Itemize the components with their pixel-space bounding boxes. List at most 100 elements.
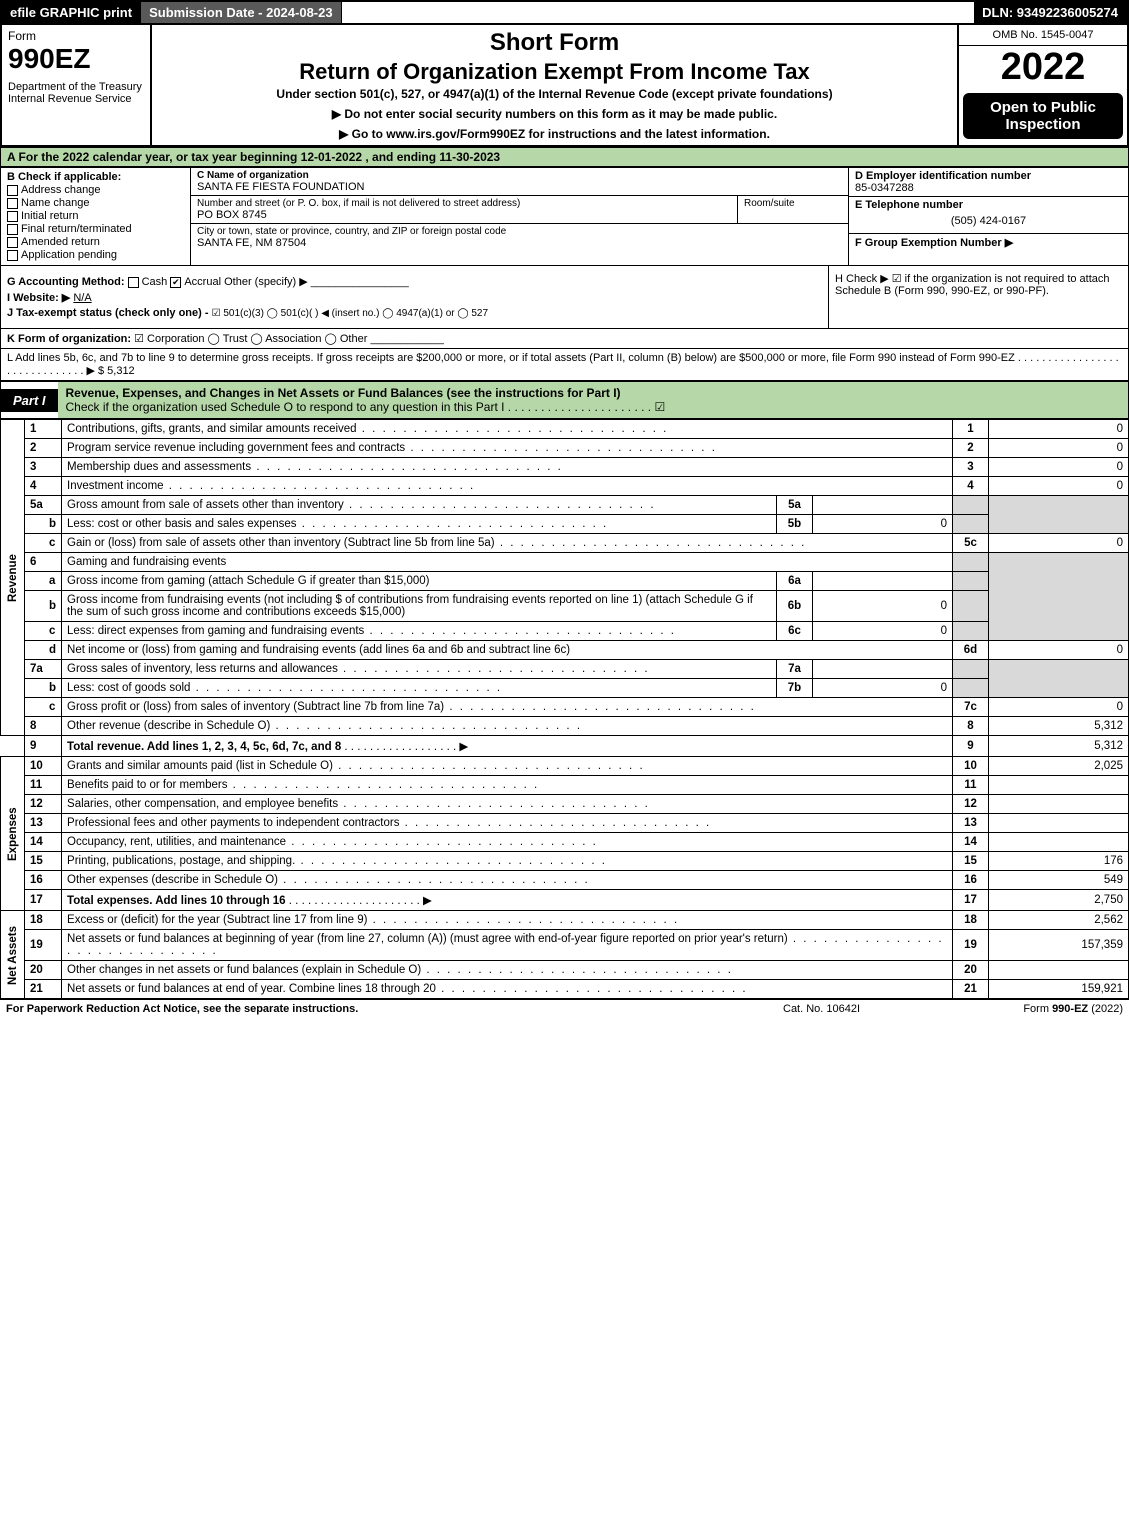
org-name-label: C Name of organization: [197, 170, 842, 181]
line-8-num: 8: [25, 717, 62, 736]
chk-initial-return-label: Initial return: [21, 210, 78, 222]
line-13-desc: Professional fees and other payments to …: [67, 817, 711, 829]
line-3-box: 3: [953, 458, 989, 477]
line-16-box: 16: [953, 871, 989, 890]
line-6a-num: a: [25, 572, 62, 591]
section-def: D Employer identification number 85-0347…: [848, 168, 1128, 265]
chk-final-return-label: Final return/terminated: [21, 223, 132, 235]
line-11-box: 11: [953, 776, 989, 795]
line-3-desc: Membership dues and assessments: [67, 461, 563, 473]
submission-date: Submission Date - 2024-08-23: [141, 2, 342, 23]
chk-final-return[interactable]: Final return/terminated: [7, 223, 184, 235]
subtitle: Under section 501(c), 527, or 4947(a)(1)…: [158, 87, 951, 101]
line-5b-subval: 0: [813, 515, 953, 534]
chk-initial-return[interactable]: Initial return: [7, 210, 184, 222]
section-c: C Name of organization SANTA FE FIESTA F…: [191, 168, 848, 265]
line-19-box: 19: [953, 930, 989, 961]
part-i-check[interactable]: Check if the organization used Schedule …: [66, 400, 666, 414]
line-11-desc: Benefits paid to or for members: [67, 779, 539, 791]
part-i-header: Part I Revenue, Expenses, and Changes in…: [0, 381, 1129, 419]
line-5c-amt: 0: [989, 534, 1129, 553]
tax-exempt-opts[interactable]: ☑ 501(c)(3) ◯ 501(c)( ) ◀ (insert no.) ◯…: [212, 308, 488, 319]
dln-label: DLN: 93492236005274: [974, 2, 1127, 23]
line-17-box: 17: [953, 890, 989, 911]
chk-name-change[interactable]: Name change: [7, 197, 184, 209]
block-bcdef: B Check if applicable: Address change Na…: [0, 167, 1129, 266]
org-name: SANTA FE FIESTA FOUNDATION: [197, 181, 842, 193]
chk-address-change[interactable]: Address change: [7, 184, 184, 196]
line-1-num: 1: [25, 420, 62, 439]
tax-exempt-label: J Tax-exempt status (check only one) -: [7, 307, 209, 319]
section-b-header: B Check if applicable:: [7, 171, 184, 183]
efile-print-label[interactable]: efile GRAPHIC print: [2, 2, 141, 23]
line-6a-sublabel: 6a: [777, 572, 813, 591]
line-5a-sublabel: 5a: [777, 496, 813, 515]
form-org-opts[interactable]: ☑ Corporation ◯ Trust ◯ Association ◯ Ot…: [134, 333, 367, 345]
line-15-desc: Printing, publications, postage, and shi…: [67, 855, 607, 867]
line-5ab-greyamt: [989, 496, 1129, 534]
line-5b-num: b: [25, 515, 62, 534]
line-21-amt: 159,921: [989, 980, 1129, 999]
line-11-num: 11: [25, 776, 62, 795]
line-6b-sublabel: 6b: [777, 591, 813, 622]
line-9-num: 9: [25, 736, 62, 757]
room-label: Room/suite: [744, 198, 842, 209]
line-19-amt: 157,359: [989, 930, 1129, 961]
line-20-box: 20: [953, 961, 989, 980]
line-19-num: 19: [25, 930, 62, 961]
short-form-title: Short Form: [158, 29, 951, 57]
line-18-amt: 2,562: [989, 911, 1129, 930]
part-i-title-text: Revenue, Expenses, and Changes in Net As…: [66, 386, 621, 400]
line-5c-box: 5c: [953, 534, 989, 553]
line-5b-greybox: [953, 515, 989, 534]
line-13-box: 13: [953, 814, 989, 833]
line-5c-num: c: [25, 534, 62, 553]
line-5a-subval: [813, 496, 953, 515]
website-label: I Website: ▶: [7, 292, 70, 304]
line-7a-subval: [813, 660, 953, 679]
line-13-amt: [989, 814, 1129, 833]
line-10-num: 10: [25, 757, 62, 776]
line-7a-desc: Gross sales of inventory, less returns a…: [67, 663, 650, 675]
chk-cash[interactable]: [128, 277, 139, 288]
line-16-amt: 549: [989, 871, 1129, 890]
line-8-desc: Other revenue (describe in Schedule O): [67, 720, 582, 732]
line-6a-desc: Gross income from gaming (attach Schedul…: [62, 572, 777, 591]
line-6b-subval: 0: [813, 591, 953, 622]
line-2-desc: Program service revenue including govern…: [67, 442, 717, 454]
section-h[interactable]: H Check ▶ ☑ if the organization is not r…: [828, 266, 1128, 328]
line-6d-desc: Net income or (loss) from gaming and fun…: [62, 641, 953, 660]
line-12-amt: [989, 795, 1129, 814]
line-18-desc: Excess or (deficit) for the year (Subtra…: [67, 914, 679, 926]
instr-link[interactable]: ▶ Go to www.irs.gov/Form990EZ for instru…: [158, 127, 951, 141]
footer-right: Form 990-EZ (2022): [943, 1003, 1123, 1015]
line-2-box: 2: [953, 439, 989, 458]
line-4-amt: 0: [989, 477, 1129, 496]
other-label: Other (specify) ▶: [224, 276, 308, 288]
chk-amended-return[interactable]: Amended return: [7, 236, 184, 248]
line-6b-desc: Gross income from fundraising events (no…: [62, 591, 777, 622]
section-l: L Add lines 5b, 6c, and 7b to line 9 to …: [0, 349, 1129, 381]
footer-mid: Cat. No. 10642I: [783, 1003, 943, 1015]
line-11-amt: [989, 776, 1129, 795]
header-left: Form 990EZ Department of the Treasury In…: [2, 25, 152, 145]
line-6c-subval: 0: [813, 622, 953, 641]
netassets-sidelabel: Net Assets: [1, 911, 25, 999]
line-7ab-greyamt: [989, 660, 1129, 698]
part-i-title: Revenue, Expenses, and Changes in Net As…: [58, 382, 1128, 418]
line-15-amt: 176: [989, 852, 1129, 871]
line-7c-box: 7c: [953, 698, 989, 717]
line-14-desc: Occupancy, rent, utilities, and maintena…: [67, 836, 598, 848]
line-7b-sublabel: 7b: [777, 679, 813, 698]
line-12-box: 12: [953, 795, 989, 814]
line-6c-greybox: [953, 622, 989, 641]
form-header: Form 990EZ Department of the Treasury In…: [0, 25, 1129, 147]
accounting-method-label: G Accounting Method:: [7, 276, 125, 288]
line-17-num: 17: [25, 890, 62, 911]
chk-accrual[interactable]: [170, 277, 181, 288]
line-2-num: 2: [25, 439, 62, 458]
chk-application-pending[interactable]: Application pending: [7, 249, 184, 261]
city-value: SANTA FE, NM 87504: [197, 237, 842, 249]
omb-number: OMB No. 1545-0047: [959, 25, 1127, 46]
line-6d-amt: 0: [989, 641, 1129, 660]
